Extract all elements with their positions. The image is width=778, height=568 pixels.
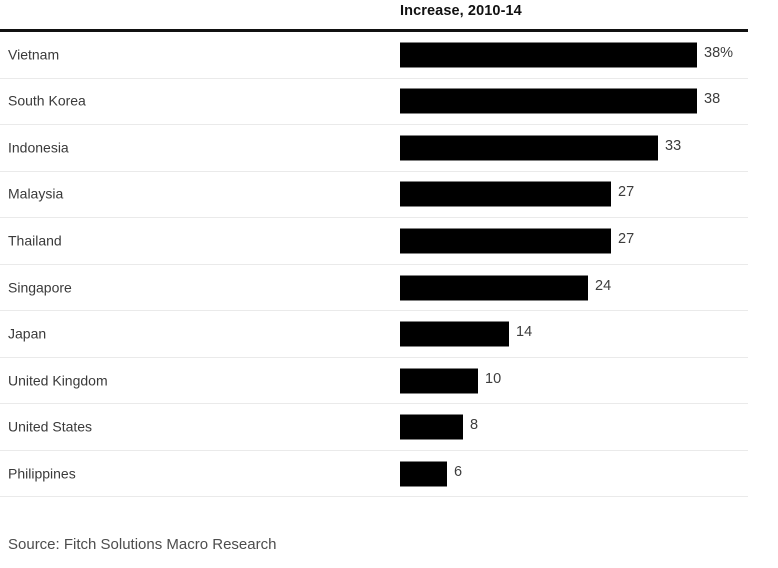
category-label: United States — [8, 418, 93, 435]
value-label: 8 — [470, 417, 479, 434]
bar — [400, 88, 697, 114]
bar-row: Philippines 6 — [0, 451, 748, 498]
value-label: 38% — [704, 44, 734, 61]
value-label: 14 — [516, 324, 533, 341]
bar-row: Thailand 27 — [0, 218, 748, 265]
bar — [400, 461, 447, 487]
bar-row: United Kingdom 10 — [0, 358, 748, 405]
header-rule — [0, 29, 748, 32]
value-label: 10 — [485, 370, 502, 387]
bar — [400, 135, 658, 161]
bar-row: Vietnam 38% — [0, 32, 748, 79]
category-label: Thailand — [8, 232, 62, 249]
category-label: United Kingdom — [8, 371, 108, 388]
category-label: South Korea — [8, 92, 86, 109]
bar-row: Japan 14 — [0, 311, 748, 358]
chart-title: Increase, 2010-14 — [400, 3, 522, 19]
bar-row: Singapore 24 — [0, 265, 748, 312]
category-label: Malaysia — [8, 185, 64, 202]
category-label: Japan — [8, 325, 47, 342]
bar — [400, 321, 509, 347]
category-label: Vietnam — [8, 46, 60, 63]
bar-row: Malaysia 27 — [0, 172, 748, 219]
value-label: 27 — [618, 184, 635, 201]
bar — [400, 414, 463, 440]
bar — [400, 181, 611, 207]
bar — [400, 228, 611, 254]
bar — [400, 42, 697, 68]
category-label: Philippines — [8, 465, 76, 482]
bar-row: Indonesia 33 — [0, 125, 748, 172]
bar-rows: Vietnam 38% South Korea 38 Indonesia 33 Malays… — [0, 32, 748, 498]
bar-row: South Korea 38 — [0, 79, 748, 126]
bar-row: United States 8 — [0, 404, 748, 451]
value-label: 6 — [454, 463, 463, 480]
value-label: 24 — [595, 277, 612, 294]
value-label: 27 — [618, 231, 635, 248]
bar — [400, 275, 588, 300]
category-label: Singapore — [8, 278, 72, 295]
source-attribution: Source: Fitch Solutions Macro Research — [8, 536, 277, 553]
bar — [400, 368, 478, 394]
value-label: 33 — [665, 137, 682, 154]
value-label: 38 — [704, 91, 721, 108]
category-label: Indonesia — [8, 139, 69, 156]
